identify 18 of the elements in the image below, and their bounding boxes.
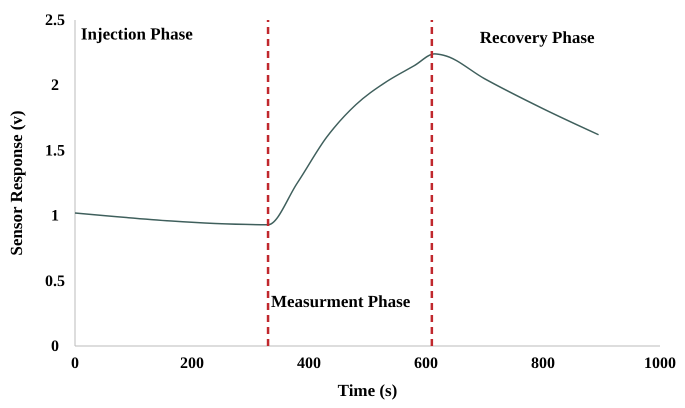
y-tick-label: 1 bbox=[51, 208, 59, 225]
x-tick-label: 0 bbox=[71, 355, 79, 372]
annotation: Measurment Phase bbox=[270, 292, 411, 311]
y-tick-label: 2 bbox=[51, 77, 59, 94]
line-series bbox=[74, 53, 600, 226]
x-tick-label: 800 bbox=[531, 355, 555, 372]
x-axis-title: Time (s) bbox=[338, 381, 398, 400]
x-tick-label: 200 bbox=[180, 355, 204, 372]
annotation: Recovery Phase bbox=[480, 28, 595, 47]
y-tick-label: 0 bbox=[51, 338, 59, 355]
y-tick-label: 0.5 bbox=[45, 272, 65, 290]
y-tick-label: 2.5 bbox=[45, 12, 65, 29]
y-axis-title: Sensor Response (v) bbox=[7, 110, 26, 256]
y-tick-label: 1.5 bbox=[45, 142, 65, 160]
annotation: Injection Phase bbox=[80, 24, 194, 44]
x-tick-label: 1000 bbox=[644, 355, 676, 372]
x-tick-label: 400 bbox=[297, 355, 321, 372]
x-tick-label: 600 bbox=[414, 355, 438, 372]
